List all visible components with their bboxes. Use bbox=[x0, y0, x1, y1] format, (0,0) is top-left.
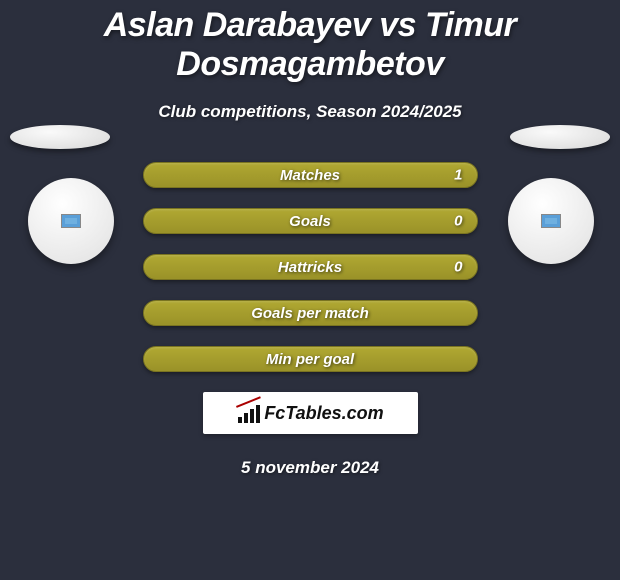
flag-icon bbox=[541, 214, 561, 228]
stat-label: Goals bbox=[289, 213, 331, 230]
flag-icon bbox=[61, 214, 81, 228]
stat-label: Hattricks bbox=[278, 259, 342, 276]
stat-bar-min-per-goal: Min per goal bbox=[143, 346, 478, 372]
player-avatar-right bbox=[508, 178, 594, 264]
page-title: Aslan Darabayev vs Timur Dosmagambetov bbox=[0, 0, 620, 84]
date-label: 5 november 2024 bbox=[0, 458, 620, 478]
stat-label: Goals per match bbox=[251, 305, 369, 322]
stat-bar-goals: Goals 0 bbox=[143, 208, 478, 234]
logo-text: FcTables.com bbox=[264, 403, 383, 424]
stat-bar-hattricks: Hattricks 0 bbox=[143, 254, 478, 280]
player-avatar-left bbox=[28, 178, 114, 264]
stat-label: Matches bbox=[280, 167, 340, 184]
ellipse-shape-left bbox=[10, 125, 110, 149]
stat-label: Min per goal bbox=[266, 351, 354, 368]
stat-value: 0 bbox=[454, 213, 462, 230]
chart-icon bbox=[236, 403, 260, 423]
stat-bar-goals-per-match: Goals per match bbox=[143, 300, 478, 326]
stat-value: 1 bbox=[454, 167, 462, 184]
ellipse-shape-right bbox=[510, 125, 610, 149]
subtitle: Club competitions, Season 2024/2025 bbox=[0, 102, 620, 122]
stat-row: Min per goal bbox=[0, 346, 620, 372]
fctables-logo[interactable]: FcTables.com bbox=[203, 392, 418, 434]
stat-value: 0 bbox=[454, 259, 462, 276]
stat-bar-matches: Matches 1 bbox=[143, 162, 478, 188]
stat-row: Goals per match bbox=[0, 300, 620, 326]
